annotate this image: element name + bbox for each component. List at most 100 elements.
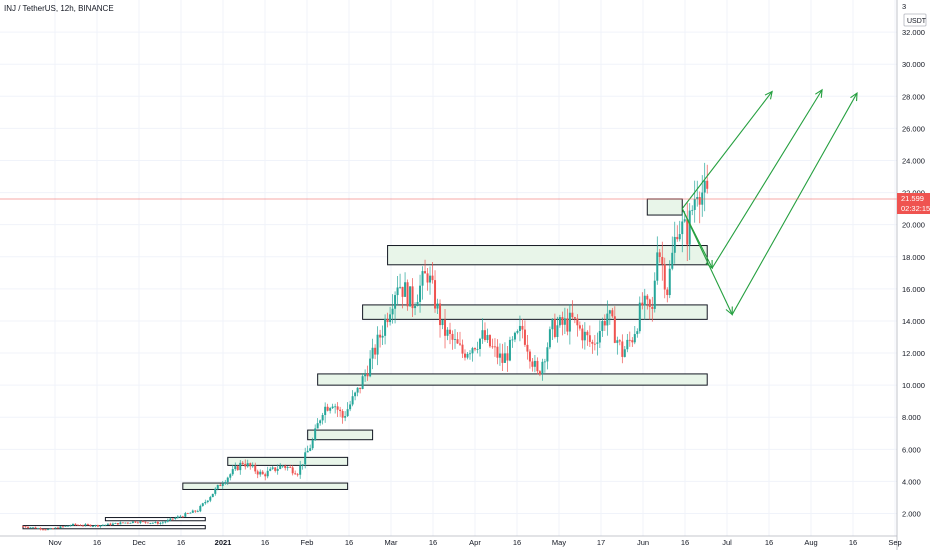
candle-down [526,344,529,352]
candle-up [311,440,314,449]
candle-up [184,513,187,517]
time-axis[interactable]: Nov 16 Dec 16 2021 16 Feb 16 Mar 16 Apr 16 May 17 Jun 1… [0,535,902,547]
candle-down [483,330,486,340]
candle-up [314,428,317,441]
zone-layer [22,198,708,530]
candle-up [543,361,546,363]
x-tick-label: Dec [132,538,146,547]
candle-up [701,192,704,205]
candle-down [591,341,594,344]
candle-up [508,339,511,361]
candle-up [259,471,262,475]
projection-arrowhead [815,88,823,98]
candle-down [41,529,44,531]
candle-up [583,331,586,341]
candle-up [596,342,599,344]
candle-up [119,522,122,525]
candle-up [301,464,304,466]
candle-up [94,525,97,526]
candle-up [551,319,554,330]
candle-down [401,286,404,297]
y-tick-label: 12.000 [902,349,925,358]
x-tick-label: Jun [637,538,649,547]
candle-down [386,319,389,323]
candle-up [703,180,706,193]
candle-down [264,474,267,477]
candle-up [683,219,686,222]
candle-up [364,373,367,377]
candle-up [64,525,67,527]
candle-up [159,523,162,524]
candle-up [498,353,501,358]
candle-down [651,307,654,309]
candle-down [496,346,499,358]
candle-up [189,512,192,514]
candle-up [169,518,172,520]
x-tick-label: Apr [469,538,481,547]
y-tick-label: 14.000 [902,317,925,326]
candle-up [436,303,439,309]
candle-up [174,517,177,520]
candle-down [553,319,556,337]
candle-up [361,376,364,390]
candle-up [513,332,516,340]
candle-up [678,234,681,240]
candle-up [369,358,372,377]
candle-up [131,521,134,523]
candle-down [374,347,377,355]
candle-down [296,474,299,476]
candle-down [531,361,534,367]
candle-down [34,527,37,529]
candle-up [191,510,194,513]
candle-down [493,346,496,348]
candle-up [486,335,489,340]
candle-up [114,523,117,524]
candle-up [69,525,72,527]
candle-up [668,268,671,296]
candle-down [341,411,344,418]
candle-up [394,295,397,309]
candle-up [681,221,684,235]
support-zone [387,245,708,266]
candle-down [588,335,591,342]
candle-up [54,527,57,529]
x-tick-label: 16 [93,538,101,547]
candle-up [563,318,566,325]
candle-down [523,329,526,345]
candle-down [581,328,584,341]
candle-down [566,318,569,332]
candle-up [396,287,399,296]
candle-down [628,339,631,341]
candle-down [326,406,329,411]
candle-down [56,527,59,529]
candle-up [209,497,212,501]
candle-up [49,528,52,530]
candle-down [289,467,292,468]
candle-down [81,525,84,527]
candle-down [141,521,144,523]
candle-up [546,347,549,362]
candle-down [76,524,79,526]
candle-up [319,420,322,424]
candle-up [224,482,227,484]
candle-up [266,470,269,477]
candle-down [621,341,624,357]
candle-down [116,523,119,525]
candle-up [151,522,154,524]
candle-up [269,468,272,471]
candle-up [419,285,422,302]
unit-label: USDT [907,18,927,25]
candle-up [533,360,536,367]
projection-arrows [681,88,858,316]
projection-arrowhead [705,259,713,270]
candle-up [281,465,284,467]
price-axis[interactable]: 2.000 4.000 6.000 8.000 10.000 12.000 14.000 16… [896,0,930,550]
candle-up [636,331,639,335]
candle-down [359,387,362,390]
candle-down [528,351,531,362]
candle-down [379,334,382,338]
candle-up [226,477,229,483]
y-tick-label: 20.000 [902,221,925,230]
candle-up [429,275,432,283]
